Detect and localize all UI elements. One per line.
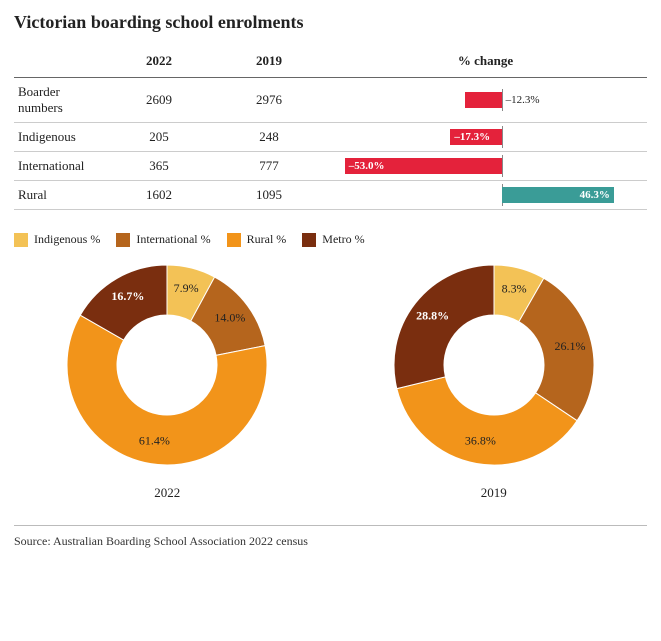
bar-value-label: –17.3% (450, 129, 494, 145)
donut-svg: 7.9% 14.0% 61.4% 16.7% (57, 255, 277, 475)
donut-charts: 7.9% 14.0% 61.4% 16.7% 2022 8.3% 26.1% 36.8% 28.… (14, 255, 647, 501)
legend-item: Indigenous % (14, 232, 100, 247)
cell-2022: 205 (104, 123, 214, 152)
bar-rect (465, 92, 501, 108)
bar-value-label: 46.3% (576, 187, 614, 203)
row-label: Indigenous (14, 123, 104, 152)
cell-change: –12.3% (324, 78, 647, 123)
cell-change: 46.3% (324, 181, 647, 210)
cell-2019: 2976 (214, 78, 324, 123)
table-row: Boarder numbers26092976 –12.3% (14, 78, 647, 123)
row-label: Boarder numbers (14, 78, 104, 123)
cell-2019: 248 (214, 123, 324, 152)
row-label: International (14, 152, 104, 181)
footer-divider (14, 525, 647, 526)
change-bar: –53.0% (324, 155, 647, 177)
col-header-change: % change (324, 47, 647, 78)
donut-svg: 8.3% 26.1% 36.8% 28.8% (384, 255, 604, 475)
change-bar: 46.3% (324, 184, 647, 206)
cell-change: –17.3% (324, 123, 647, 152)
donut-chart: 8.3% 26.1% 36.8% 28.8% 2019 (384, 255, 604, 501)
chart-title: Victorian boarding school enrolments (14, 12, 647, 33)
cell-2022: 1602 (104, 181, 214, 210)
legend-swatch (116, 233, 130, 247)
donut-legend: Indigenous % International % Rural % Metro … (14, 232, 647, 247)
source-text: Source: Australian Boarding School Assoc… (14, 534, 647, 549)
donut-caption: 2019 (384, 485, 604, 501)
legend-swatch (227, 233, 241, 247)
bar-value-label: –53.0% (345, 158, 389, 174)
donut-slice-label: 8.3% (501, 281, 526, 295)
legend-label: Metro % (322, 232, 364, 247)
table-row: International365777 –53.0% (14, 152, 647, 181)
cell-2022: 2609 (104, 78, 214, 123)
bar-value-label: –12.3% (502, 92, 544, 108)
donut-slice-label: 28.8% (416, 309, 449, 323)
donut-slice-label: 16.7% (112, 289, 145, 303)
cell-2019: 777 (214, 152, 324, 181)
cell-2022: 365 (104, 152, 214, 181)
donut-chart: 7.9% 14.0% 61.4% 16.7% 2022 (57, 255, 277, 501)
donut-slice-label: 61.4% (139, 434, 170, 448)
legend-swatch (302, 233, 316, 247)
table-row: Indigenous205248 –17.3% (14, 123, 647, 152)
bar-zero-axis (502, 126, 503, 148)
donut-slice-label: 36.8% (465, 434, 496, 448)
legend-item: International % (116, 232, 210, 247)
col-header-2019: 2019 (214, 47, 324, 78)
legend-label: Indigenous % (34, 232, 100, 247)
change-bar: –17.3% (324, 126, 647, 148)
donut-slice-label: 26.1% (554, 339, 585, 353)
col-header-rowhead (14, 47, 104, 78)
cell-change: –53.0% (324, 152, 647, 181)
legend-swatch (14, 233, 28, 247)
legend-item: Rural % (227, 232, 287, 247)
enrolments-table: 2022 2019 % change Boarder numbers260929… (14, 47, 647, 210)
donut-slice-label: 7.9% (174, 281, 199, 295)
donut-slice-label: 14.0% (215, 311, 246, 325)
legend-label: Rural % (247, 232, 287, 247)
legend-item: Metro % (302, 232, 364, 247)
legend-label: International % (136, 232, 210, 247)
bar-zero-axis (502, 155, 503, 177)
row-label: Rural (14, 181, 104, 210)
table-row: Rural16021095 46.3% (14, 181, 647, 210)
donut-slice (394, 265, 494, 389)
cell-2019: 1095 (214, 181, 324, 210)
donut-caption: 2022 (57, 485, 277, 501)
change-bar: –12.3% (324, 89, 647, 111)
col-header-2022: 2022 (104, 47, 214, 78)
